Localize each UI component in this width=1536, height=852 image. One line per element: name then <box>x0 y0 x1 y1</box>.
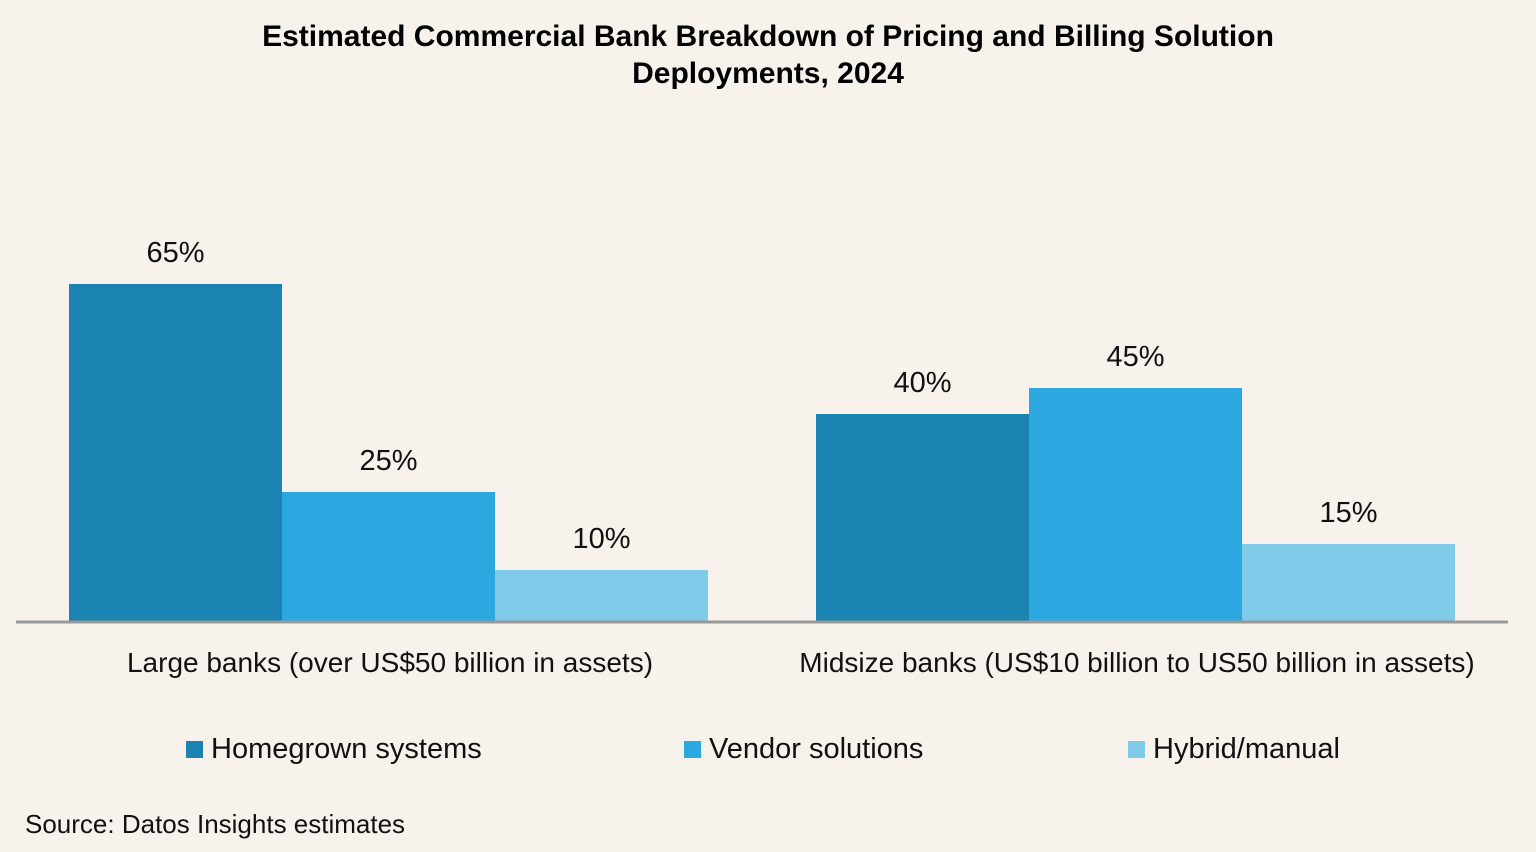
source-note: Source: Datos Insights estimates <box>25 809 406 839</box>
data-labels-layer: 65% 40% 25% 45% 10% 15% <box>146 237 1377 555</box>
legend-swatch-homegrown <box>186 740 203 758</box>
data-label-hybrid-manual-2: 15% <box>1319 497 1377 529</box>
data-label-hybrid-manual-1: 10% <box>572 523 630 555</box>
chart-legend: Homegrown systems Vendor solutions Hybri… <box>0 728 1536 770</box>
bar-vendor-solutions-1 <box>282 492 495 622</box>
chart-title-line-2: Deployments, 2024 <box>632 57 904 90</box>
data-label-homegrown-systems-1: 65% <box>146 237 204 269</box>
bar-hybrid-manual-2 <box>1242 544 1455 622</box>
bar-vendor-solutions-2 <box>1029 388 1242 622</box>
legend-item-vendor: Vendor solutions <box>684 728 923 770</box>
chart-title: Estimated Commercial Bank Breakdown of P… <box>0 18 1536 92</box>
bar-homegrown-systems-1 <box>69 284 282 622</box>
data-label-vendor-solutions-1: 25% <box>359 445 417 477</box>
legend-swatch-hybrid <box>1128 740 1145 758</box>
legend-item-homegrown: Homegrown systems <box>186 728 482 770</box>
data-label-vendor-solutions-2: 45% <box>1106 341 1164 373</box>
legend-swatch-vendor <box>684 740 701 758</box>
category-label-2: Midsize banks (US$10 billion to US50 bil… <box>799 647 1474 678</box>
data-label-homegrown-systems-2: 40% <box>893 367 951 399</box>
category-labels-layer: Large banks (over US$50 billion in asset… <box>127 647 1475 678</box>
bar-homegrown-systems-2 <box>816 414 1029 622</box>
bar-hybrid-manual-1 <box>495 570 708 622</box>
legend-item-hybrid: Hybrid/manual <box>1128 728 1340 770</box>
legend-label-vendor: Vendor solutions <box>709 733 924 765</box>
bars-layer <box>69 284 1455 622</box>
legend-label-hybrid: Hybrid/manual <box>1153 733 1340 765</box>
chart-title-line-1: Estimated Commercial Bank Breakdown of P… <box>262 20 1274 53</box>
legend-label-homegrown: Homegrown systems <box>211 733 482 765</box>
category-label-1: Large banks (over US$50 billion in asset… <box>127 647 653 678</box>
